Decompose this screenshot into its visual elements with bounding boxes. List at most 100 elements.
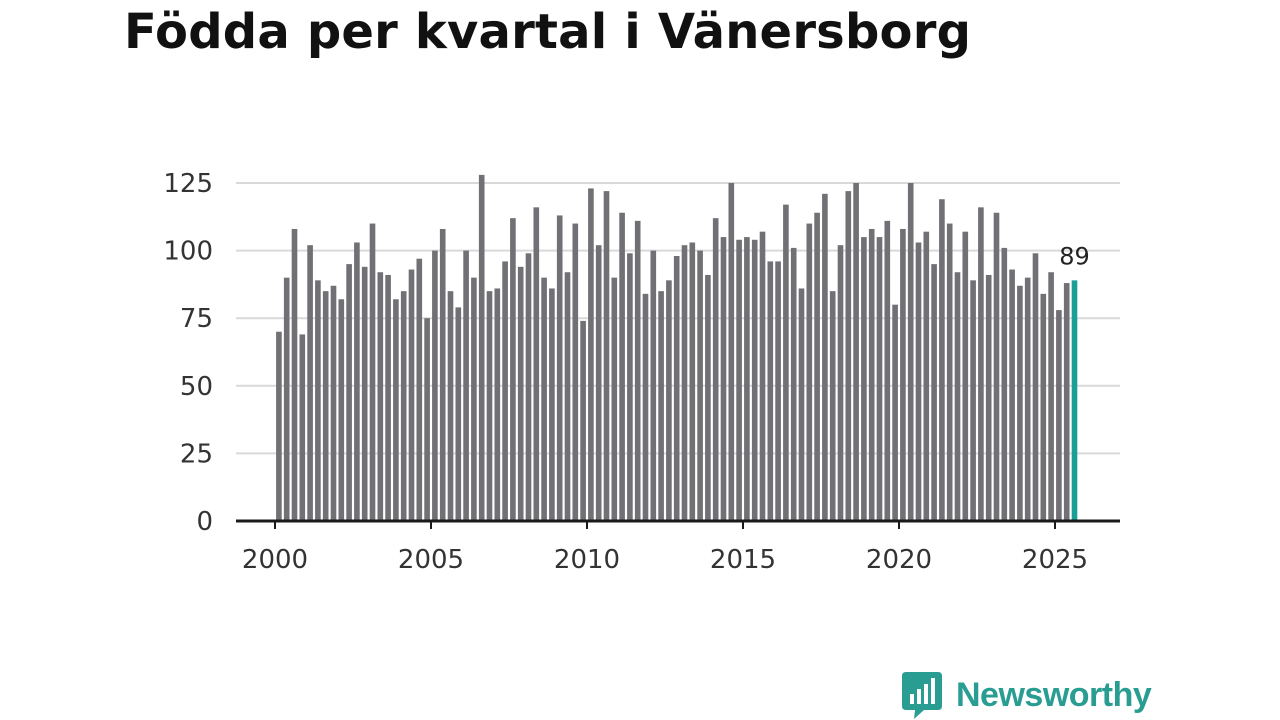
- bar: [619, 212, 625, 522]
- y-tick-label: 0: [196, 507, 213, 537]
- x-tick-label: 2010: [554, 545, 620, 575]
- bar: [853, 183, 859, 521]
- bar: [705, 274, 711, 521]
- chart-title: Födda per kvartal i Vänersborg: [124, 4, 972, 60]
- bar: [603, 191, 610, 522]
- x-tick-label: 2005: [398, 545, 464, 575]
- bar: [861, 237, 867, 521]
- newsworthy-logo[interactable]: Newsworthy: [902, 670, 1152, 720]
- bar: [954, 272, 961, 521]
- bar: [299, 334, 306, 521]
- bar: [315, 280, 321, 521]
- bar: [517, 266, 524, 521]
- bar: [751, 239, 758, 521]
- bar: [939, 199, 945, 521]
- bar: [923, 231, 930, 522]
- bar: [673, 256, 680, 521]
- bar: [1001, 247, 1008, 521]
- bar: [666, 280, 672, 521]
- bar: [478, 174, 485, 521]
- bar: [385, 274, 391, 521]
- bar-latest: [1071, 280, 1078, 521]
- bar: [712, 218, 719, 521]
- bar: [572, 223, 579, 521]
- bar: [634, 220, 641, 522]
- bar: [354, 242, 360, 522]
- bar: [642, 293, 649, 521]
- bar: [946, 223, 953, 521]
- bar: [1032, 253, 1039, 522]
- bar: [650, 250, 657, 521]
- y-tick-label: 100: [163, 237, 213, 267]
- bar: [556, 215, 563, 521]
- bar: [1009, 269, 1015, 521]
- bar: [494, 288, 501, 521]
- bar: [330, 285, 337, 521]
- bar: [588, 188, 594, 521]
- bar: [884, 220, 891, 522]
- bar: [322, 291, 329, 521]
- bar: [736, 239, 742, 521]
- bar: [533, 207, 540, 521]
- bar: [806, 223, 813, 521]
- bar: [627, 253, 633, 522]
- bar: [900, 228, 906, 521]
- bar: [361, 266, 368, 521]
- bar: [338, 299, 345, 521]
- bar: [1024, 277, 1031, 521]
- bar: [471, 277, 477, 521]
- bar: [978, 207, 984, 521]
- x-tick-label: 2025: [1022, 545, 1088, 575]
- bar: [798, 288, 805, 521]
- bar: [915, 242, 922, 522]
- bar: [985, 274, 992, 521]
- brand-name: Newsworthy: [956, 675, 1152, 714]
- bar: [408, 269, 415, 521]
- bar: [283, 277, 290, 521]
- bar: [744, 237, 750, 521]
- y-tick-label: 75: [180, 304, 213, 334]
- bar: [1056, 310, 1062, 521]
- bar: [689, 242, 696, 522]
- bar: [837, 245, 844, 521]
- bar: [970, 280, 976, 521]
- bar: [291, 228, 298, 521]
- bar: [276, 331, 282, 521]
- bar: [822, 193, 828, 521]
- bar: [658, 291, 664, 521]
- axes: 0 25 50 75 100 125 89 2000 2005 2010 2015 2020 2025: [163, 169, 1120, 575]
- bar: [564, 272, 571, 521]
- y-tick-label: 25: [180, 439, 213, 469]
- bar: [720, 237, 727, 521]
- bar: [829, 291, 836, 521]
- bar: [541, 277, 547, 521]
- bar: [775, 261, 781, 521]
- bar: [580, 320, 586, 521]
- bar: [346, 264, 352, 521]
- bar: [595, 245, 602, 521]
- y-tick-label: 50: [180, 372, 213, 402]
- bar: [993, 212, 1000, 522]
- bar: [502, 261, 508, 521]
- bar: [1048, 272, 1054, 521]
- bar: [790, 247, 797, 521]
- bar: [783, 204, 789, 521]
- bar: [907, 183, 914, 521]
- bar: [681, 245, 688, 521]
- x-tick-label: 2015: [710, 545, 776, 575]
- bar: [611, 277, 618, 521]
- x-tick-label: 2000: [242, 545, 308, 575]
- bar: [814, 212, 820, 522]
- bar: [1017, 285, 1023, 521]
- bar: [549, 288, 555, 521]
- bar: [455, 307, 462, 521]
- bar: [525, 253, 532, 522]
- bar-chart-bubble-icon: [902, 672, 942, 719]
- bar: [307, 245, 313, 521]
- bar: [377, 272, 384, 521]
- y-tick-label: 125: [163, 169, 213, 199]
- bar: [439, 228, 446, 521]
- bar: [393, 299, 399, 521]
- latest-value-label: 89: [1059, 242, 1090, 270]
